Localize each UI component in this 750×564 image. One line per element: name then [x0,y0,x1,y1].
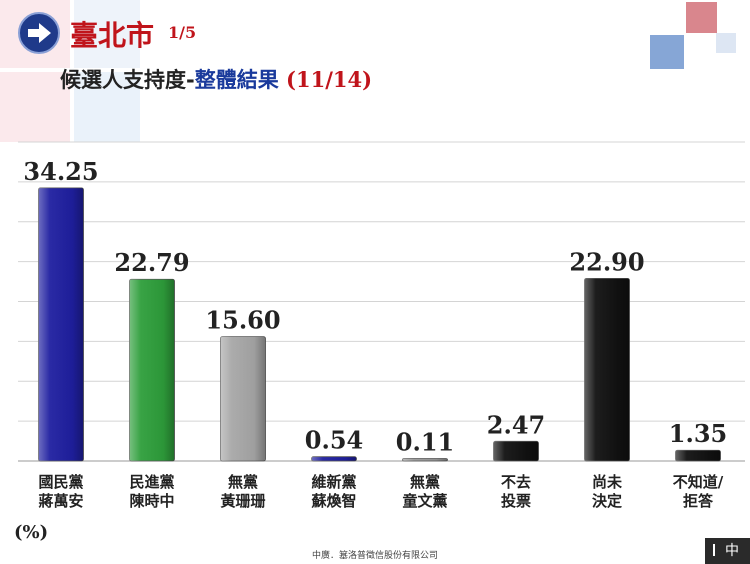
decor-square-red-right [686,2,717,33]
category-label: 國民黨 [38,473,83,491]
decor-square-blue-top [74,0,140,68]
decor-square-lightblue-right [716,33,736,53]
data-label: 0.54 [305,426,363,455]
bar [402,458,448,462]
decor-square-blue-right [650,35,684,69]
category-label: 蘇煥智 [310,492,356,510]
category-label: 蔣萬安 [38,492,83,510]
city-title: 臺北市 [70,19,155,52]
category-label: 不去 [501,473,531,491]
bar [220,336,266,462]
data-label: 2.47 [487,410,545,439]
data-label: 34.25 [23,157,98,186]
category-label: 陳時中 [129,492,174,510]
bar [311,456,357,462]
subtitle-highlight: 整體結果 [194,68,279,92]
data-label: 22.79 [114,248,189,277]
chart-subtitle: 候選人支持度-整體結果 (11/14) [60,64,372,94]
category-label: 童文薰 [402,492,447,510]
data-label: 1.35 [669,419,727,448]
source-footer: 中廣．簊洛普徵信股份有限公司 [311,551,438,561]
category-label: 投票 [501,492,531,510]
cursor-bar-icon [713,544,715,556]
category-label: 維新黨 [311,473,356,491]
category-label: 無黨 [228,473,258,491]
bar [675,449,721,462]
category-label: 無黨 [410,473,440,491]
subtitle-main: 候選人支持度- [60,68,195,92]
bar-shading [493,441,539,461]
language-toggle-label: 中 [725,543,739,559]
bar [38,187,84,462]
unit-label: (%) [14,522,49,543]
decor-square-pink-mid [0,72,70,142]
bar-shading [38,187,84,461]
category-label: 拒答 [683,492,714,510]
category-label: 決定 [592,492,622,510]
language-toggle-button[interactable]: 中 [705,538,750,564]
data-label: 22.90 [569,247,644,276]
bar-shading [402,458,448,461]
bar-shading [220,336,266,461]
bar-shading [584,278,630,461]
category-label: 尚未 [592,473,623,491]
data-label: 0.11 [396,428,454,457]
bar [584,277,630,462]
arrow-icon [18,12,60,54]
category-label: 民進黨 [129,473,174,491]
subtitle-date: (11/14) [286,67,373,92]
bar [129,278,175,462]
category-label: 不知道/ [673,473,724,491]
page-number: 1/5 [168,23,197,42]
bar-shading [675,450,721,461]
category-label: 黃珊珊 [220,492,265,510]
decor-square-blue-mid [74,72,140,142]
data-label: 15.60 [205,306,280,335]
bar-shading [311,456,357,461]
bar [493,440,539,462]
bar-shading [129,279,175,461]
